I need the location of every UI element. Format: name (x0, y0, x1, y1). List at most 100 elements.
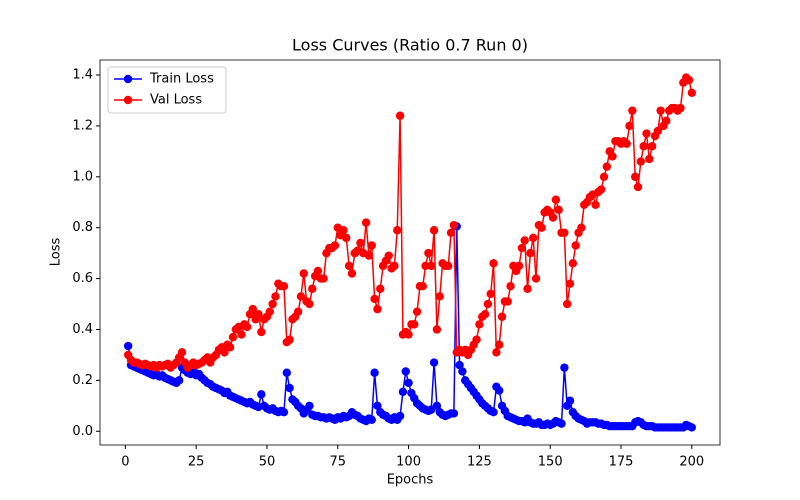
data-point (268, 299, 277, 309)
data-point (687, 423, 697, 432)
data-point (435, 292, 444, 301)
data-point (313, 266, 323, 276)
data-point (285, 335, 294, 344)
data-point (361, 218, 371, 227)
data-point (557, 419, 566, 428)
x-tick-label: 0 (121, 455, 129, 470)
data-point (257, 327, 266, 337)
y-tick-label: 1.2 (72, 118, 93, 133)
data-point (656, 106, 665, 115)
data-point (622, 139, 631, 148)
data-point (254, 310, 263, 319)
x-tick-label: 100 (396, 455, 421, 470)
data-point (472, 335, 481, 344)
legend-marker (123, 95, 133, 105)
data-point (455, 360, 464, 370)
data-point (429, 358, 439, 367)
data-point (449, 220, 459, 230)
data-point (526, 248, 535, 258)
data-point (404, 330, 413, 339)
data-point (296, 292, 306, 301)
data-point (625, 121, 634, 131)
data-point (554, 205, 563, 215)
data-point (228, 332, 238, 342)
data-point (174, 376, 184, 385)
y-tick-label: 1.0 (72, 169, 93, 184)
data-point (676, 103, 685, 113)
data-point (568, 259, 578, 268)
data-point (305, 299, 314, 309)
data-point (503, 297, 512, 306)
data-point (390, 261, 399, 271)
data-point (347, 269, 357, 278)
y-tick-label: 0.4 (72, 322, 93, 337)
data-point (376, 284, 385, 293)
data-point (492, 348, 501, 357)
data-point (591, 200, 600, 209)
data-point (398, 387, 408, 397)
x-tick-label: 200 (679, 455, 704, 470)
x-tick-label: 25 (188, 455, 205, 470)
data-point (319, 274, 328, 283)
data-point (370, 368, 379, 377)
data-point (401, 367, 410, 376)
data-point (248, 304, 258, 314)
data-point (636, 157, 646, 166)
data-point (395, 411, 405, 421)
y-tick-label: 0.2 (72, 373, 93, 388)
data-point (608, 152, 617, 161)
data-point (344, 261, 354, 271)
data-point (537, 223, 546, 232)
data-point (242, 322, 252, 332)
data-point (393, 226, 402, 235)
data-point (562, 299, 572, 309)
data-point (265, 307, 274, 316)
data-point (177, 348, 187, 357)
data-point (630, 172, 640, 181)
x-tick-label: 125 (467, 455, 492, 470)
data-point (571, 241, 580, 250)
plot-frame (99, 59, 721, 446)
data-point (339, 226, 348, 235)
data-point (599, 172, 609, 181)
data-point (237, 330, 246, 339)
data-point (633, 182, 643, 192)
y-tick-label: 0.6 (72, 271, 93, 286)
data-point (404, 378, 413, 388)
data-point (220, 348, 229, 357)
x-tick-label: 150 (538, 455, 563, 470)
y-tick-label: 0.0 (72, 424, 93, 439)
legend-label: Val Loss (150, 93, 202, 108)
data-point (497, 312, 507, 321)
x-tick-label: 50 (259, 455, 276, 470)
data-point (364, 251, 374, 260)
data-point (432, 325, 442, 334)
data-point (330, 241, 340, 250)
data-point (489, 407, 498, 417)
data-point (602, 162, 612, 171)
data-point (418, 282, 427, 291)
data-point (429, 226, 439, 235)
y-axis-label: Loss (49, 238, 64, 267)
data-point (577, 223, 586, 232)
data-point (642, 129, 651, 138)
data-point (495, 340, 504, 349)
data-point (282, 368, 291, 377)
data-point (506, 282, 515, 291)
data-point (305, 401, 314, 411)
data-point (647, 142, 657, 151)
data-point (373, 401, 382, 411)
data-point (373, 304, 382, 314)
data-point (458, 367, 467, 376)
x-axis-label: Epochs (387, 473, 434, 488)
data-point (225, 343, 235, 352)
chart-title: Loss Curves (Ratio 0.7 Run 0) (292, 36, 528, 55)
data-point (342, 233, 351, 243)
data-point (486, 289, 495, 299)
data-point (565, 396, 575, 405)
data-point (596, 185, 606, 194)
y-tick-label: 0.8 (72, 220, 93, 235)
data-point (653, 126, 663, 136)
data-point (395, 111, 405, 120)
data-point (444, 261, 453, 271)
